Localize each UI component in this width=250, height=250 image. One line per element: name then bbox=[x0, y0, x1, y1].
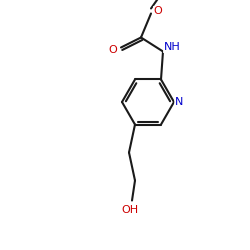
Text: NH: NH bbox=[164, 42, 180, 52]
Text: O: O bbox=[108, 46, 118, 56]
Text: N: N bbox=[175, 97, 183, 107]
Text: O: O bbox=[154, 6, 162, 16]
Text: OH: OH bbox=[122, 204, 138, 214]
